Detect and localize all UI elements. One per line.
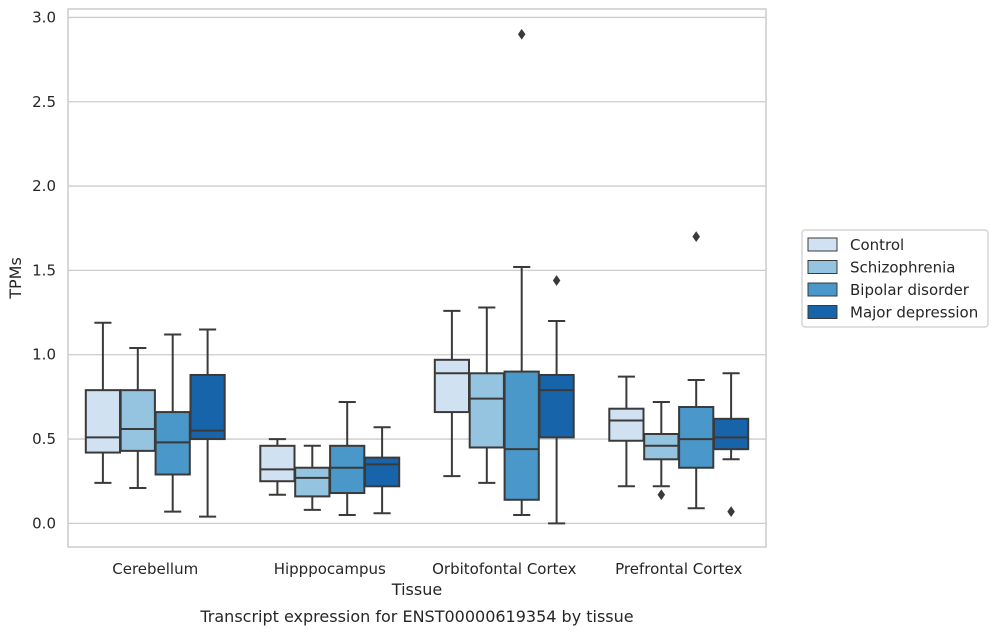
box-bipolar-disorder	[678, 231, 715, 510]
box-groups	[84, 28, 750, 525]
x-axis-ticks: Cerebellum Hipppocampus Orbitofontal Corte…	[112, 560, 742, 578]
iqr-box	[363, 456, 401, 488]
box-control	[84, 321, 122, 484]
box-control	[433, 309, 471, 478]
y-tick-label: 1.5	[32, 261, 56, 279]
iqr-box	[608, 407, 645, 442]
y-tick-label: 0.0	[32, 514, 56, 532]
legend-label: Schizophrenia	[850, 259, 955, 277]
iqr-box	[294, 466, 331, 498]
legend-swatch	[807, 237, 838, 252]
iqr-box	[538, 373, 575, 439]
outlier-point	[517, 28, 526, 40]
box-major-depression	[363, 426, 401, 515]
y-tick-label: 1.0	[32, 346, 56, 364]
y-tick-label: 2.0	[32, 177, 56, 195]
y-tick-label: 3.0	[32, 8, 56, 26]
legend-label: Major depression	[850, 304, 978, 322]
legend-swatch	[807, 260, 838, 274]
x-tick-label: Prefrontal Cortex	[615, 560, 742, 578]
iqr-box	[468, 372, 505, 449]
y-tick-label: 0.5	[32, 430, 56, 448]
x-tick-label: Hipppocampus	[274, 560, 386, 578]
iqr-box	[503, 370, 540, 501]
iqr-box	[259, 444, 296, 483]
iqr-box	[678, 406, 715, 469]
iqr-box	[84, 389, 122, 454]
box-bipolar-disorder	[154, 333, 191, 513]
x-tick-label: Cerebellum	[112, 560, 198, 578]
outlier-point	[727, 506, 735, 517]
outlier-point	[552, 275, 561, 286]
box-bipolar-disorder	[329, 400, 366, 516]
legend-swatch	[807, 282, 838, 297]
box-major-depression	[538, 275, 575, 525]
legend-label: Bipolar disorder	[850, 281, 970, 299]
box-schizophrenia	[643, 400, 680, 501]
y-axis-label: TPMs	[6, 257, 25, 300]
box-schizophrenia	[294, 444, 331, 511]
legend-label: Control	[850, 236, 904, 254]
iqr-box	[189, 373, 226, 441]
legend-frame	[801, 229, 989, 328]
legend-swatch	[807, 305, 838, 319]
box-schizophrenia	[119, 346, 156, 489]
box-major-depression	[712, 372, 750, 517]
box-major-depression	[189, 328, 226, 518]
iqr-box	[329, 444, 366, 495]
box-control	[259, 438, 296, 496]
chart-caption: Transcript expression for ENST0000061935…	[199, 607, 633, 626]
legend: Control Schizophrenia Bipolar disorder Majo…	[801, 229, 989, 328]
y-axis-ticks: 0.0 0.5 1.0 1.5 2.0 2.5 3.0	[32, 8, 56, 532]
iqr-box	[119, 389, 156, 452]
iqr-box	[433, 358, 471, 414]
x-tick-label: Orbitofontal Cortex	[432, 560, 576, 578]
y-tick-label: 2.5	[32, 93, 56, 111]
outlier-point	[657, 489, 666, 501]
plot-area	[67, 8, 767, 548]
outlier-point	[692, 231, 700, 243]
x-axis-label: Tissue	[391, 580, 442, 599]
iqr-box	[712, 417, 750, 451]
box-bipolar-disorder	[503, 28, 540, 516]
box-schizophrenia	[468, 306, 505, 484]
box-control	[608, 375, 645, 488]
